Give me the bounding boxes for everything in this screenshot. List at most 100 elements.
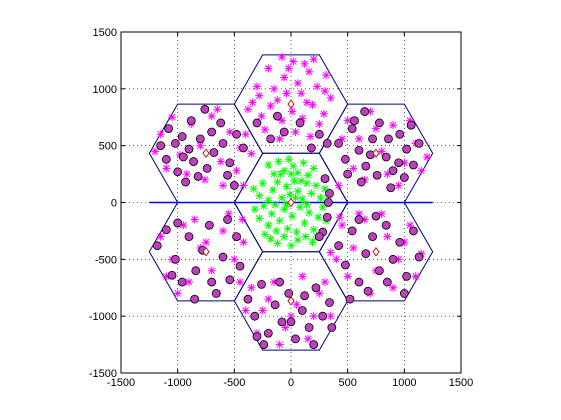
asterisk-point: [305, 208, 314, 217]
asterisk-point: [335, 213, 344, 222]
circle-point: [291, 334, 300, 344]
circle-point: [193, 171, 203, 181]
asterisk-point: [202, 238, 210, 247]
circle-point: [167, 270, 177, 280]
asterisk-stroke: [271, 201, 279, 209]
asterisk-point: [315, 120, 324, 129]
circle-point: [191, 266, 201, 276]
asterisk-point: [319, 109, 328, 118]
circle-point: [368, 134, 378, 144]
asterisk-point: [297, 176, 306, 185]
circle-point: [311, 283, 321, 293]
asterisk-point: [280, 73, 289, 82]
asterisk-stroke: [240, 182, 247, 189]
asterisk-point: [274, 157, 283, 166]
asterisk-stroke: [344, 117, 352, 125]
circle-point: [414, 252, 424, 262]
asterisk-stroke: [287, 242, 295, 250]
tick-labels: -1500 -1000 -500 0 500 1000 1500 -1500 -1000 -500…: [89, 27, 473, 389]
asterisk-point: [270, 84, 278, 93]
circle-point: [343, 169, 353, 179]
asterisk-stroke: [289, 58, 297, 65]
circle-point: [164, 124, 174, 134]
asterisk-stroke: [267, 102, 274, 110]
circle-point: [216, 118, 226, 128]
asterisk-point: [249, 184, 258, 193]
circle-point: [223, 215, 232, 224]
asterisk-point: [316, 193, 325, 202]
site-diamond: [287, 197, 295, 208]
asterisk-point: [275, 340, 284, 349]
circle-point: [354, 215, 364, 224]
asterisk-stroke: [412, 273, 420, 280]
asterisk-point: [271, 200, 280, 209]
asterisk-stroke: [303, 179, 311, 187]
asterisk-point: [300, 59, 309, 68]
circle-point: [386, 183, 396, 193]
asterisk-point: [248, 98, 257, 107]
circle-point: [173, 167, 183, 177]
circle-point: [399, 173, 409, 182]
asterisk-stroke: [423, 153, 431, 161]
asterisk-stroke: [157, 233, 165, 240]
asterisk-stroke: [258, 112, 265, 120]
asterisk-stroke: [250, 185, 257, 193]
asterisk-stroke: [264, 196, 272, 204]
asterisk-point: [213, 105, 222, 114]
circle-point: [270, 300, 280, 310]
asterisk-stroke: [280, 233, 288, 240]
circle-point: [300, 291, 310, 301]
circle-point: [347, 226, 357, 236]
circle-point: [202, 163, 212, 173]
circle-point: [322, 138, 332, 148]
circle-point: [325, 298, 334, 307]
asterisk-point: [284, 155, 293, 164]
circle-point: [178, 152, 188, 162]
circle-point: [356, 177, 366, 187]
asterisk-stroke: [151, 147, 159, 155]
asterisk-point: [264, 295, 273, 304]
asterisk-stroke: [233, 167, 240, 175]
asterisk-stroke: [302, 233, 310, 240]
asterisk-point: [216, 157, 225, 166]
asterisk-point: [219, 181, 227, 190]
asterisk-point: [292, 300, 301, 309]
asterisk-stroke: [261, 230, 269, 238]
asterisk-stroke: [219, 182, 227, 189]
asterisk-stroke: [289, 162, 297, 170]
asterisk-point: [276, 170, 285, 179]
circle-point: [360, 107, 370, 116]
asterisk-stroke: [395, 182, 403, 189]
asterisk-point: [326, 93, 335, 102]
asterisk-stroke: [327, 94, 335, 102]
circle-point: [218, 138, 228, 148]
asterisk-point: [313, 82, 322, 91]
asterisk-point: [270, 170, 278, 179]
asterisk-stroke: [288, 108, 296, 115]
asterisk-stroke: [298, 195, 306, 203]
site-diamond: [287, 99, 295, 109]
asterisk-stroke: [272, 227, 280, 235]
circle-point: [314, 232, 324, 242]
asterisk-stroke: [267, 235, 274, 243]
x-tick-label: 0: [288, 377, 294, 389]
asterisk-point: [287, 170, 295, 179]
asterisk-point: [156, 130, 165, 139]
asterisk-stroke: [355, 135, 363, 143]
circle-point: [402, 144, 412, 154]
asterisk-stroke: [269, 186, 277, 194]
circle-point: [381, 220, 391, 230]
circle-point: [365, 150, 375, 160]
circle-point: [295, 118, 305, 128]
asterisk-point: [343, 272, 352, 281]
circle-point: [363, 286, 373, 296]
asterisk-stroke: [319, 203, 327, 211]
asterisk-stroke: [276, 135, 284, 143]
asterisk-point: [182, 170, 191, 179]
circle-point: [225, 275, 235, 285]
asterisk-point: [321, 87, 329, 96]
asterisk-point: [239, 181, 248, 190]
asterisk-point: [321, 278, 329, 287]
asterisk-stroke: [283, 183, 290, 190]
asterisk-point: [423, 153, 431, 162]
